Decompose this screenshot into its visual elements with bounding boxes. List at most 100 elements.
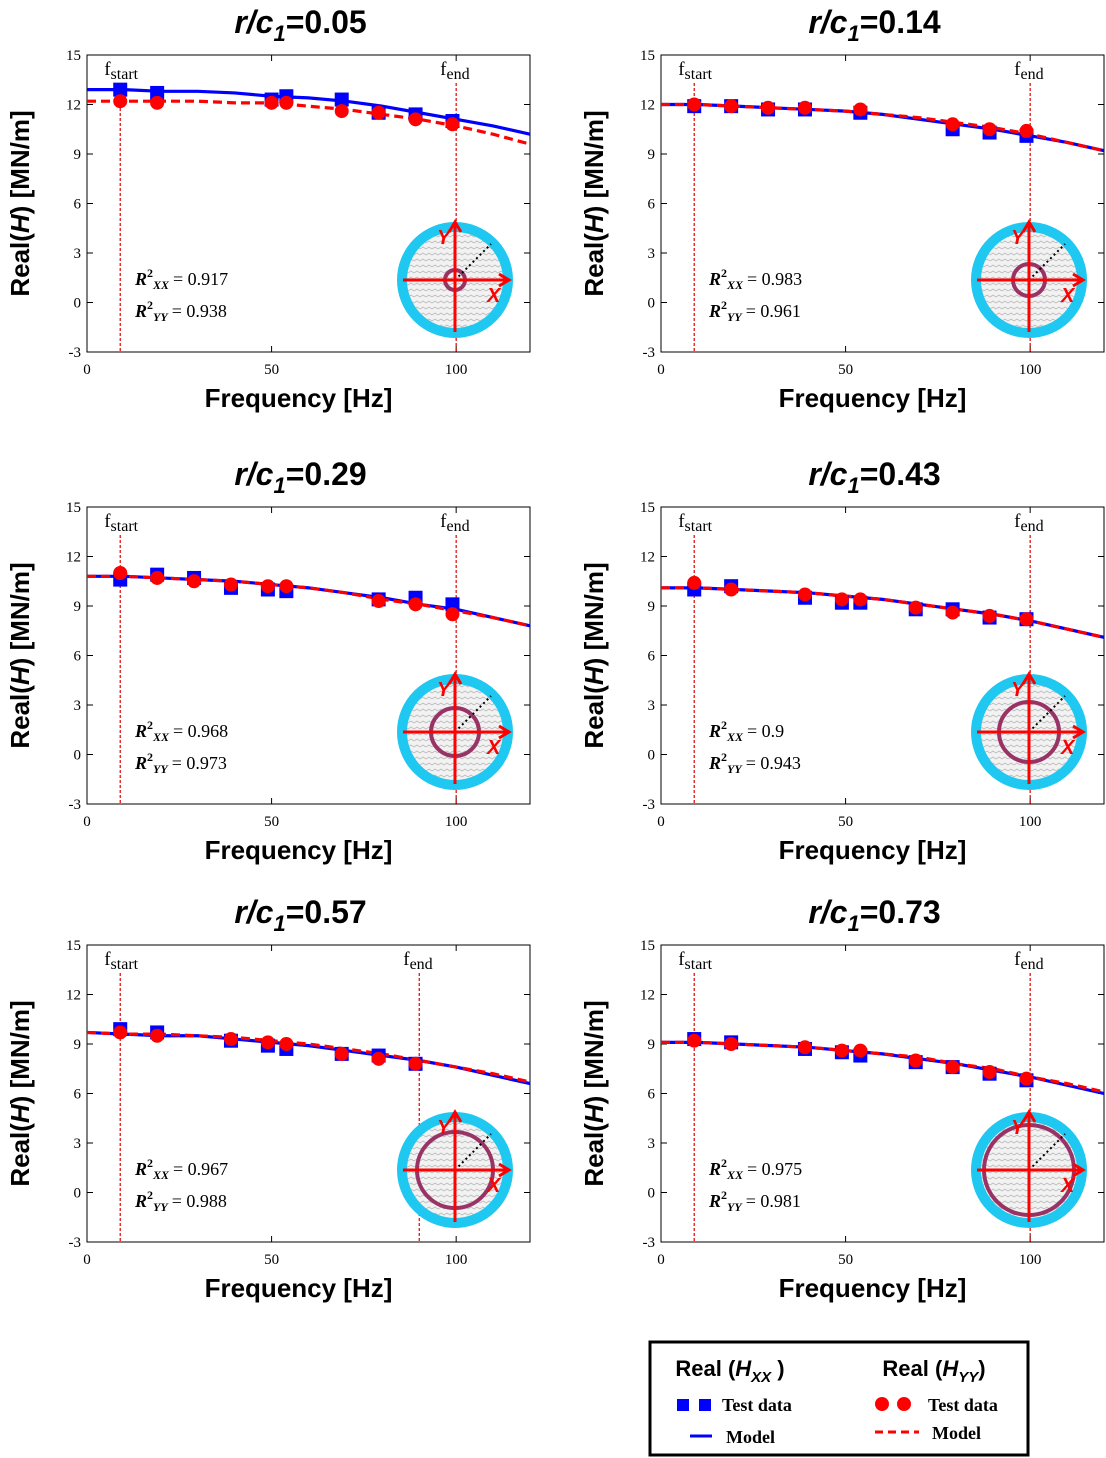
- x-tick-label: 100: [445, 1252, 468, 1268]
- y-tick-label: 15: [66, 500, 81, 516]
- chart-title-part: 1: [847, 21, 859, 46]
- r-squared-part: XX: [726, 730, 744, 744]
- y-axis-label-part: Real(: [5, 1123, 35, 1187]
- test-point: [797, 1040, 812, 1055]
- x-tick-label: 0: [657, 362, 665, 378]
- test-point: [150, 95, 165, 110]
- inset-x-label: X: [1060, 285, 1076, 307]
- y-tick-label: -3: [643, 797, 656, 813]
- frequency-marker-label: fend: [440, 59, 469, 83]
- legend-title-part: YY: [958, 1369, 980, 1386]
- r-squared-part: YY: [727, 310, 743, 324]
- y-tick-label: 0: [648, 748, 656, 764]
- test-point: [908, 600, 923, 615]
- chart-title-part: r/c: [808, 894, 847, 930]
- test-point: [150, 85, 165, 100]
- y-axis-label: Real(H) [MN/m]: [579, 110, 609, 296]
- inset-y-label: Y: [437, 227, 452, 249]
- chart-title: r/c1=0.05: [234, 4, 366, 46]
- chart-title-part: 1: [273, 21, 285, 46]
- frequency-marker-label-part: f: [1014, 511, 1021, 532]
- frequency-marker-label-part: start: [685, 956, 713, 973]
- r-squared-part: YY: [153, 1200, 169, 1214]
- x-tick-label: 100: [1019, 814, 1042, 830]
- y-axis-label-part: H: [579, 1103, 609, 1123]
- chart-title-part: =0.43: [860, 456, 941, 492]
- r-squared-part: = 0.917: [173, 269, 228, 289]
- y-tick-label: 3: [74, 246, 82, 262]
- y-tick-label: 12: [640, 550, 655, 566]
- frequency-marker-label-part: f: [104, 511, 111, 532]
- r-squared-part: R: [708, 1159, 721, 1179]
- inset-y-arrow: [447, 671, 463, 784]
- inset-y-label: Y: [437, 1117, 452, 1139]
- y-tick-label: 15: [640, 500, 655, 516]
- test-point: [371, 594, 386, 609]
- chart-title: r/c1=0.73: [808, 894, 940, 936]
- legend-title-part: H: [735, 1356, 752, 1381]
- y-axis-label-part: ) [MN/m]: [5, 110, 35, 214]
- frequency-marker-label: fstart: [678, 949, 712, 973]
- x-tick-label: 0: [83, 814, 91, 830]
- frequency-marker-label: fend: [403, 949, 432, 973]
- r-squared: R2YY = 0.988: [134, 1188, 227, 1214]
- frequency-marker-label-part: end: [1020, 66, 1043, 83]
- y-tick-label: -3: [69, 1235, 82, 1251]
- y-tick-label: 6: [648, 1087, 656, 1103]
- r-squared: R2YY = 0.938: [134, 298, 227, 324]
- frequency-marker-label-part: start: [111, 518, 139, 535]
- r-squared-part: R: [708, 721, 721, 741]
- r-squared-part: YY: [727, 1200, 743, 1214]
- test-point: [334, 104, 349, 119]
- r-squared-part: = 0.973: [172, 753, 227, 773]
- r-squared-part: YY: [153, 762, 169, 776]
- y-tick-label: 6: [74, 649, 82, 665]
- r-squared-part: R: [134, 1159, 147, 1179]
- legend-title: Real (HXX ): [675, 1356, 784, 1386]
- y-tick-label: -3: [643, 1235, 656, 1251]
- inset-y-label: Y: [1011, 227, 1026, 249]
- chart-title-part: =0.29: [286, 456, 367, 492]
- test-point: [408, 1056, 423, 1071]
- y-tick-label: 12: [640, 98, 655, 114]
- r-squared-part: R: [134, 721, 147, 741]
- y-tick-label: 9: [648, 1037, 656, 1053]
- test-point: [982, 1065, 997, 1080]
- y-tick-label: 15: [640, 938, 655, 954]
- r-squared-part: 2: [721, 718, 727, 732]
- y-tick-label: 9: [74, 599, 82, 615]
- test-point: [371, 105, 386, 120]
- inset-y-label: Y: [437, 679, 452, 701]
- y-axis-label-part: ) [MN/m]: [579, 562, 609, 666]
- chart-title-part: r/c: [234, 894, 273, 930]
- y-tick-label: 6: [74, 1087, 82, 1103]
- x-axis-label: Frequency [Hz]: [779, 1273, 967, 1303]
- x-tick-label: 0: [83, 1252, 91, 1268]
- test-point: [223, 1032, 238, 1047]
- test-point: [797, 100, 812, 115]
- legend-marker: [897, 1397, 911, 1411]
- y-axis-label-part: ) [MN/m]: [579, 1000, 609, 1104]
- chart-title: r/c1=0.14: [808, 4, 941, 46]
- r-squared-part: XX: [152, 1168, 170, 1182]
- test-point: [408, 112, 423, 127]
- y-axis-label: Real(H) [MN/m]: [579, 1000, 609, 1186]
- r-squared-part: 2: [147, 750, 153, 764]
- r-squared-part: 2: [721, 750, 727, 764]
- test-point: [150, 1028, 165, 1043]
- chart-title-part: r/c: [234, 4, 273, 40]
- y-axis-label-part: H: [5, 213, 35, 233]
- inset-y-arrow: [447, 1109, 463, 1222]
- frequency-marker-label-part: end: [1020, 518, 1043, 535]
- inset-y-arrow: [1021, 1109, 1037, 1222]
- y-tick-label: 6: [648, 197, 656, 213]
- r-squared-part: = 0.988: [172, 1191, 227, 1211]
- frequency-marker-label-part: f: [104, 59, 111, 80]
- test-point: [1019, 123, 1034, 138]
- inset-y-arrow: [447, 219, 463, 332]
- y-tick-label: 3: [648, 246, 656, 262]
- inset-y-arrow: [1021, 671, 1037, 784]
- y-tick-label: 12: [66, 98, 81, 114]
- inset-y-arrow: [1021, 219, 1037, 332]
- y-tick-label: 0: [74, 748, 82, 764]
